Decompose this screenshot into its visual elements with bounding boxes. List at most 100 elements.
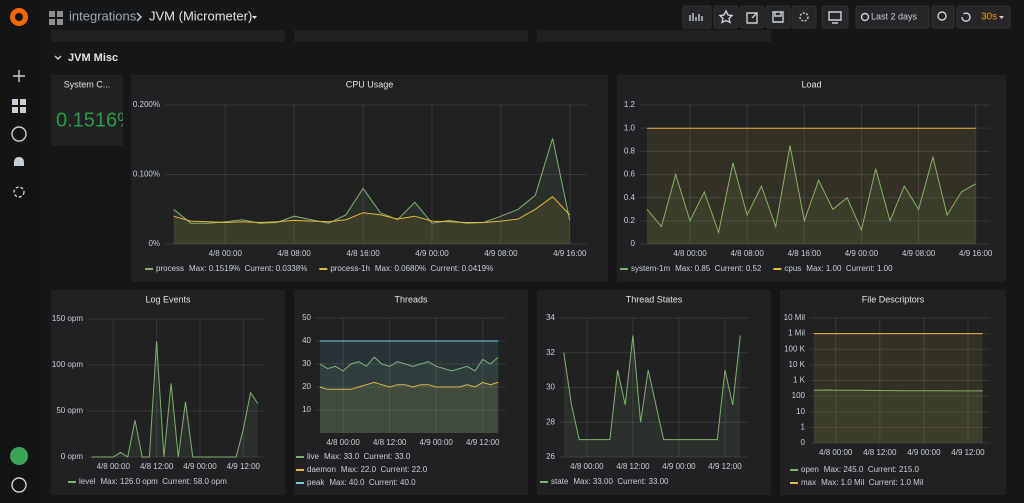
alerting-icon[interactable]: [14, 157, 24, 166]
legend-swatch: [790, 469, 798, 471]
y-tick-label: 26: [546, 452, 555, 461]
time-range: Last 2 days: [871, 11, 918, 21]
legend-swatch: [68, 481, 76, 483]
x-tick-label: 4/9 16:00: [959, 249, 993, 258]
dashboard-title[interactable]: JVM (Micrometer): [149, 8, 252, 23]
series-area: [647, 128, 976, 244]
stat-panel: [51, 75, 123, 146]
series-line: [319, 381, 499, 390]
x-tick-label: 4/9 16:00: [553, 249, 587, 258]
save-button[interactable]: [765, 5, 791, 29]
y-tick-label: 0.8: [624, 146, 636, 155]
explore-icon[interactable]: [11, 126, 27, 142]
panel-stub: [294, 30, 528, 42]
y-tick-label: 40: [302, 336, 311, 345]
dashboards-icon[interactable]: [12, 99, 26, 113]
config-icon[interactable]: [13, 186, 25, 198]
x-tick-label: 4/8 00:00: [570, 462, 604, 471]
y-tick-label: 1 Mil: [788, 329, 805, 338]
y-tick-label: 150 opm: [52, 314, 83, 323]
y-tick-label: 100: [792, 391, 806, 400]
y-tick-label: 10 K: [789, 360, 806, 369]
y-tick-label: 0.4: [624, 193, 636, 202]
y-tick-label: 1.0: [624, 123, 636, 132]
help-icon[interactable]: [11, 477, 27, 493]
y-tick-label: 10 Mil: [784, 313, 806, 322]
series-area: [91, 341, 258, 457]
y-tick-label: 50 opm: [56, 406, 83, 415]
y-tick-label: 30: [302, 359, 311, 368]
y-tick-label: 0%: [148, 239, 160, 248]
series-line: [646, 145, 976, 235]
legend-stats: Max: 33.00 Current: 33.00: [573, 477, 669, 486]
toolbar: [682, 5, 1011, 29]
legend-stats: Max: 0.85 Current: 0.52: [675, 264, 762, 273]
series-area: [319, 341, 499, 433]
y-tick-label: 1: [801, 422, 806, 431]
series-line: [319, 356, 499, 372]
x-tick-label: 4/8 12:00: [616, 462, 650, 471]
create-icon[interactable]: [13, 70, 25, 82]
panel-title: Thread States: [626, 294, 683, 304]
y-tick-label: 0: [801, 438, 806, 447]
x-tick-label: 4/8 00:00: [673, 249, 707, 258]
legend-stats: Max: 40.0 Current: 40.0: [329, 478, 416, 487]
x-tick-label: 4/8 12:00: [373, 438, 407, 447]
share-icon: [746, 12, 758, 24]
y-tick-label: 30: [546, 383, 555, 392]
legend-swatch: [296, 482, 304, 484]
add-panel-button[interactable]: [682, 5, 712, 29]
legend-swatch: [620, 268, 628, 270]
tv-button[interactable]: [821, 5, 849, 29]
panel: [51, 290, 285, 495]
time-picker[interactable]: [855, 5, 930, 29]
panel: [131, 75, 608, 282]
x-tick-label: 4/8 12:00: [140, 462, 174, 471]
series-line: [173, 138, 571, 224]
series-line: [173, 196, 571, 224]
row-chevron[interactable]: [54, 55, 62, 60]
legend-swatch: [540, 481, 548, 483]
x-tick-label: 4/9 00:00: [662, 462, 696, 471]
x-tick-label: 4/8 00:00: [819, 448, 853, 457]
panel-title: Load: [801, 79, 821, 89]
row-title[interactable]: JVM Misc: [68, 52, 118, 64]
legend-swatch: [319, 268, 328, 270]
sidebar: [0, 0, 40, 503]
stat-value: 0.1516%: [56, 109, 135, 131]
settings-button[interactable]: [791, 5, 817, 29]
panel: [294, 290, 528, 495]
user-avatar[interactable]: [10, 447, 28, 465]
x-tick-label: 4/9 12:00: [227, 462, 261, 471]
zoom-out-button[interactable]: [931, 5, 955, 29]
breadcrumb-folder[interactable]: integrations: [69, 8, 137, 23]
series-line: [563, 335, 741, 441]
share-button[interactable]: [739, 5, 765, 29]
legend-name: max: [801, 478, 816, 487]
y-tick-label: 10: [796, 407, 805, 416]
legend-name: level: [79, 477, 96, 486]
add-panel-icon: [689, 13, 703, 21]
series-line: [813, 389, 983, 392]
panel: [537, 290, 771, 495]
star-icon: [718, 9, 734, 24]
tv-icon: [828, 11, 842, 24]
refresh-interval: 30s: [981, 12, 997, 23]
refresh-button[interactable]: [956, 5, 1011, 29]
stat-title: System C...: [64, 79, 111, 89]
star-button[interactable]: [713, 5, 739, 29]
x-tick-label: 4/9 00:00: [845, 249, 879, 258]
breadcrumb-chevron: [136, 12, 142, 22]
series-area: [813, 390, 983, 443]
logo-inner: [15, 13, 23, 21]
x-tick-label: 4/8 16:00: [346, 249, 380, 258]
series-area: [173, 138, 570, 244]
settings-icon: [799, 12, 809, 22]
legend-name: peak: [307, 478, 325, 487]
y-tick-label: 0: [631, 239, 636, 248]
legend-stats: Max: 126.0 opm Current: 58.0 opm: [100, 477, 227, 486]
panel: [780, 290, 1006, 495]
legend-stats: Max: 33.0 Current: 33.0: [324, 452, 411, 461]
